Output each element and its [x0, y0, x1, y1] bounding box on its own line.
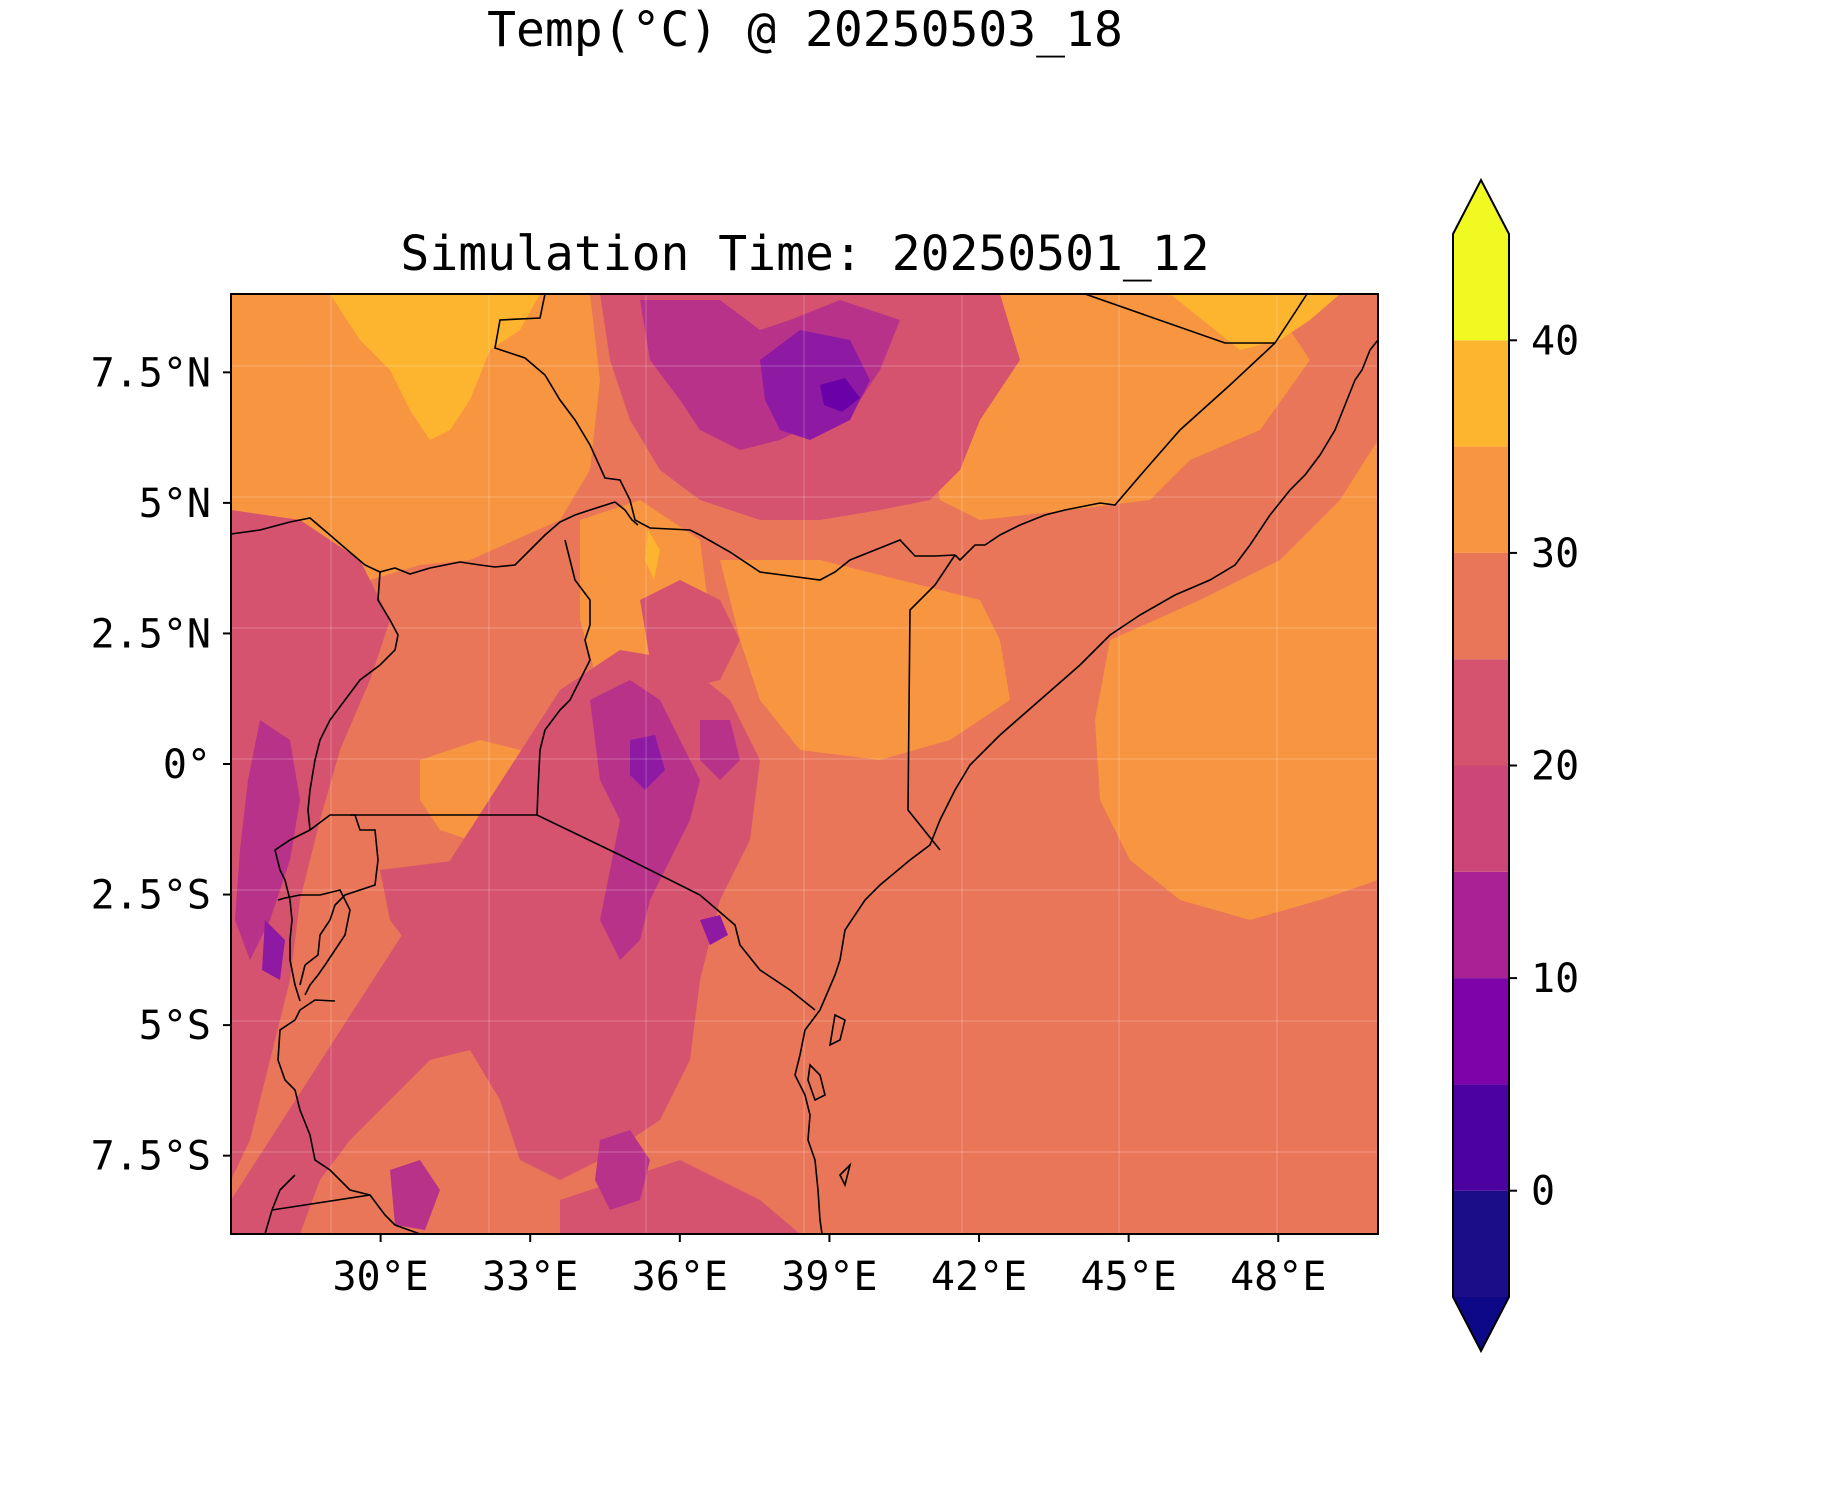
field-5-10	[820, 378, 860, 412]
colorbar-tick-label: 0	[1531, 1169, 1555, 1215]
colorbar-segment	[1453, 234, 1509, 341]
y-axis-ticks: 7.5°N 5°N 2.5°N 0° 2.5°S 5°S 7.5°S	[91, 350, 231, 1180]
y-tick-label: 2.5°S	[91, 873, 211, 919]
colorbar	[1452, 177, 1510, 1354]
colorbar-extend-min	[1453, 1297, 1509, 1351]
x-tick-label: 36°E	[632, 1254, 728, 1300]
x-tick-label: 48°E	[1230, 1254, 1326, 1300]
colorbar-segment	[1453, 765, 1509, 872]
colorbar-tick-label: 30	[1531, 531, 1579, 577]
x-axis-ticks: 30°E 33°E 36°E 39°E 42°E 45°E 48°E	[332, 1234, 1326, 1300]
plot-title-line2: Simulation Time: 20250501_12	[400, 226, 1210, 282]
colorbar-outline	[1452, 177, 1510, 1354]
x-tick-label: 42°E	[931, 1254, 1027, 1300]
x-tick-label: 39°E	[781, 1254, 877, 1300]
temperature-field	[231, 294, 1378, 1234]
y-tick-label: 7.5°S	[91, 1134, 211, 1180]
colorbar-extend-max	[1453, 180, 1509, 234]
y-tick-label: 0°	[163, 742, 211, 788]
colorbar-segment	[1453, 1084, 1509, 1191]
x-tick-label: 45°E	[1080, 1254, 1176, 1300]
colorbar-tick-label: 40	[1531, 318, 1579, 364]
colorbar-segment	[1453, 446, 1509, 553]
colorbar-segment	[1453, 978, 1509, 1085]
x-tick-label: 30°E	[332, 1254, 428, 1300]
colorbar-segment	[1453, 340, 1509, 447]
colorbar-tick-label: 10	[1531, 956, 1579, 1002]
colorbar-tick-label: 20	[1531, 744, 1579, 790]
y-tick-label: 2.5°N	[91, 611, 211, 657]
plot-title-line1: Temp(°C) @ 20250503_18	[487, 2, 1123, 58]
colorbar-segment	[1453, 552, 1509, 660]
colorbar-segment	[1453, 1190, 1509, 1297]
map-gridlines	[231, 294, 1378, 1234]
x-tick-label: 33°E	[482, 1254, 578, 1300]
colorbar-segment	[1453, 871, 1509, 979]
y-tick-label: 7.5°N	[91, 350, 211, 396]
y-tick-label: 5°S	[139, 1003, 211, 1049]
y-tick-label: 5°N	[139, 481, 211, 527]
colorbar-segment	[1453, 659, 1509, 766]
field-10-15	[262, 330, 870, 980]
country-borders	[231, 294, 1378, 1234]
colorbar-ticks: 0 10 20 30 40	[1509, 318, 1579, 1215]
